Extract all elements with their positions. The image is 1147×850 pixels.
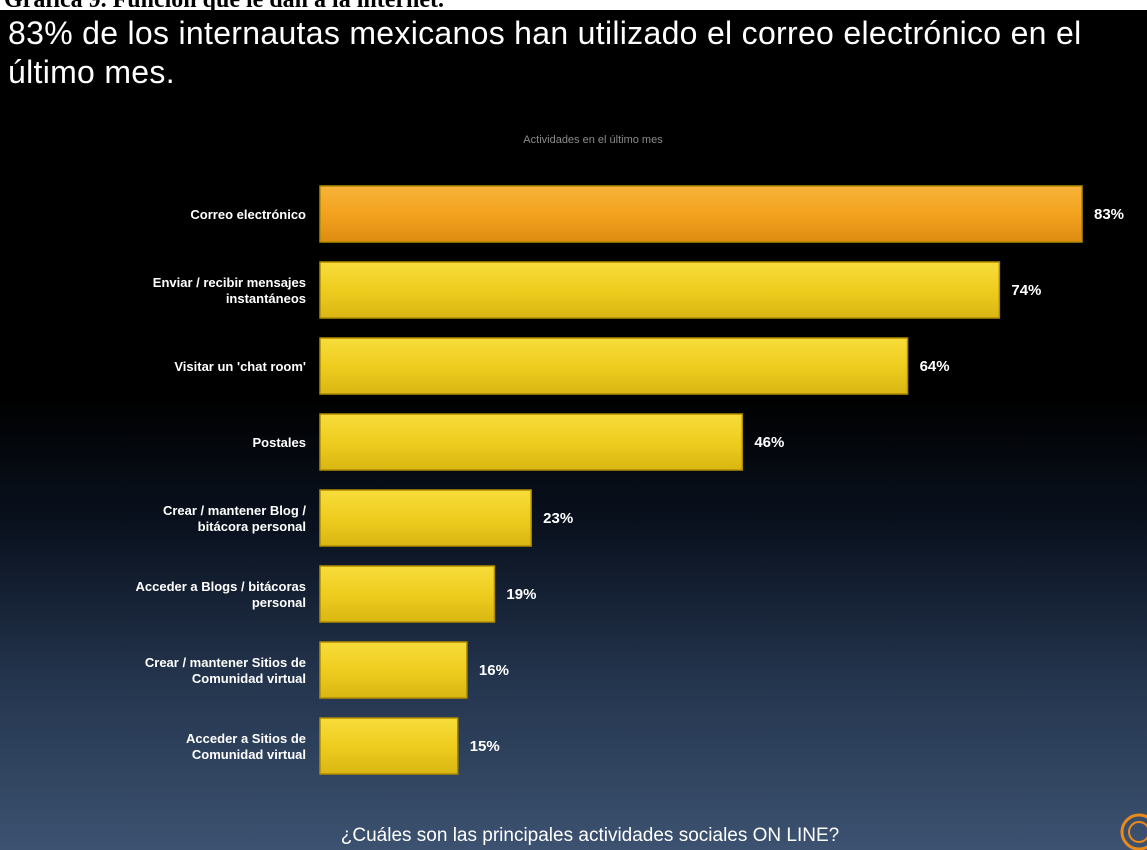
slide: 83% de los internautas mexicanos han uti… <box>0 10 1147 850</box>
value-label-6: 19% <box>506 586 536 603</box>
value-label-2: 74% <box>1011 282 1041 299</box>
category-label-line: Postales <box>253 435 306 450</box>
category-label-line: Enviar / recibir mensajes <box>153 275 306 290</box>
bar-5 <box>319 489 532 547</box>
category-label-7: Crear / mantener Sitios de Comunidad virt… <box>145 655 306 686</box>
value-label-3: 64% <box>920 358 950 375</box>
bar-1 <box>319 185 1083 243</box>
category-label-line: Crear / mantener Blog / <box>163 503 306 518</box>
corner-logo-icon <box>1120 813 1147 850</box>
bar-4 <box>319 413 744 471</box>
bar-8 <box>319 717 459 775</box>
category-label-3: Visitar un 'chat room' <box>174 359 306 374</box>
category-label-line: Comunidad virtual <box>192 747 306 762</box>
slide-title: 83% de los internautas mexicanos han uti… <box>8 15 1082 90</box>
category-label-line: bitácora personal <box>198 519 306 534</box>
category-label-line: Acceder a Sitios de <box>186 731 306 746</box>
category-label-line: instantáneos <box>226 291 306 306</box>
bar-3 <box>319 337 909 395</box>
bars-layer: 83% Correo electrónico 74% Enviar / recibir… <box>135 185 1124 775</box>
category-label-line: Correo electrónico <box>190 207 306 222</box>
bar-7 <box>319 641 468 699</box>
value-label-8: 15% <box>470 738 500 755</box>
value-label-4: 46% <box>754 434 784 451</box>
category-label-line: Visitar un 'chat room' <box>174 359 306 374</box>
figure-caption: Gráfica 9. Función que le dan a la inter… <box>0 0 1147 10</box>
category-label-line: personal <box>252 595 306 610</box>
category-label-5: Crear / mantener Blog / bitácora personal <box>163 503 306 534</box>
value-label-1: 83% <box>1094 206 1124 223</box>
value-label-7: 16% <box>479 662 509 679</box>
bottom-question: ¿Cuáles son las principales actividades … <box>340 825 840 846</box>
category-label-1: Correo electrónico <box>190 207 306 222</box>
bar-chart: Actividades en el último mes 83% Correo e… <box>135 134 1124 775</box>
category-label-4: Postales <box>253 435 306 450</box>
chart-subtitle: Actividades en el último mes <box>523 134 663 146</box>
bar-6 <box>319 565 496 623</box>
bar-2 <box>319 261 1001 319</box>
category-label-2: Enviar / recibir mensajes instantáneos <box>153 275 306 306</box>
category-label-6: Acceder a Blogs / bitácoras personal <box>135 579 306 610</box>
category-label-line: Acceder a Blogs / bitácoras <box>135 579 306 594</box>
category-label-line: Comunidad virtual <box>192 671 306 686</box>
value-label-5: 23% <box>543 510 573 527</box>
category-label-8: Acceder a Sitios de Comunidad virtual <box>186 731 306 762</box>
category-label-line: Crear / mantener Sitios de <box>145 655 306 670</box>
